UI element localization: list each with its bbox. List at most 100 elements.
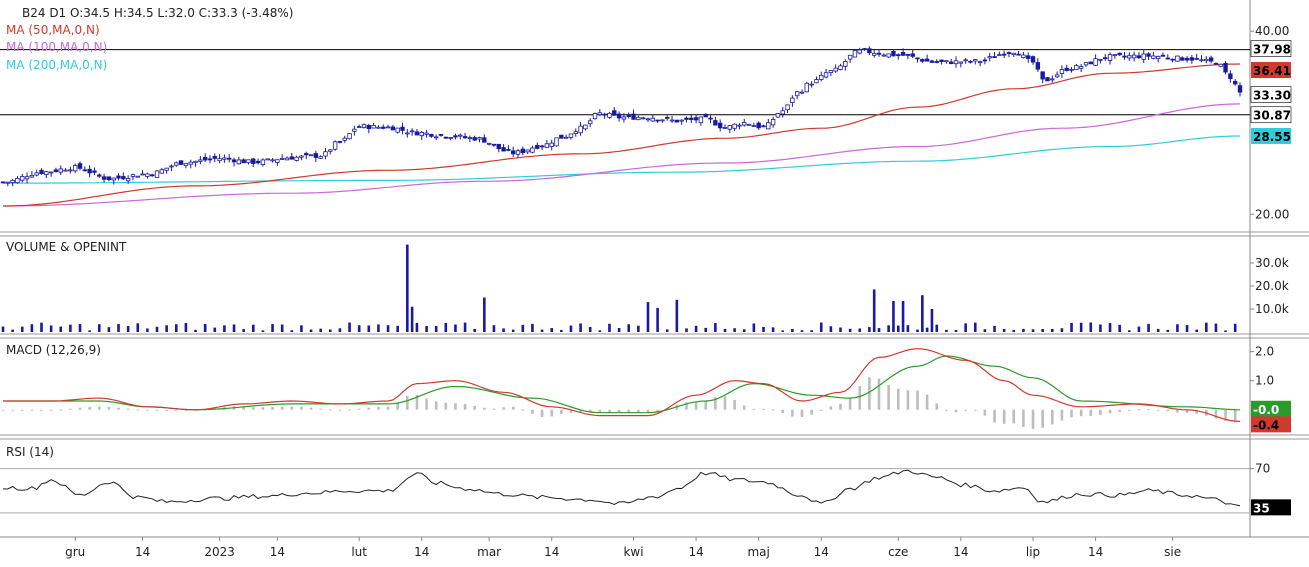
candle-body	[963, 59, 968, 62]
macd-badge: -0.4	[1253, 418, 1279, 432]
candle-body	[693, 117, 699, 121]
candle-body	[823, 72, 829, 78]
candle-body	[58, 168, 63, 173]
candle-body	[15, 177, 20, 184]
candle-body	[255, 160, 261, 164]
volume-bar	[271, 324, 274, 332]
price-badge-bg	[1250, 40, 1292, 57]
candle-body	[390, 126, 396, 131]
candle-body	[1237, 85, 1243, 93]
macd-histogram-bar	[1079, 409, 1083, 417]
macd-histogram-bar	[531, 409, 534, 414]
candle-body	[106, 176, 112, 181]
volume-bar	[858, 328, 862, 332]
volume-bar	[531, 323, 534, 332]
macd-histogram-bar	[251, 407, 255, 410]
volume-bar	[540, 329, 544, 332]
volume-bar	[704, 327, 708, 332]
x-tick-label: kwi	[623, 545, 643, 559]
x-tick-label: 14	[1088, 545, 1103, 559]
macd-histogram-bar	[1012, 409, 1016, 424]
price-badge: 33.30	[1253, 88, 1291, 102]
macd-histogram-bar	[11, 409, 14, 411]
candle-body	[448, 137, 453, 139]
candle-body	[183, 163, 189, 166]
candle-body	[698, 116, 704, 124]
candle-body	[1223, 62, 1228, 73]
candle-body	[631, 113, 636, 120]
macd-histogram-bar	[925, 394, 929, 410]
candle-body	[92, 170, 97, 173]
macd-histogram-bar	[174, 409, 178, 411]
candle-body	[453, 135, 458, 138]
candle-body	[973, 59, 978, 62]
volume-bar	[261, 330, 265, 332]
candle-body	[328, 149, 333, 152]
macd-histogram-bar	[242, 406, 245, 410]
volume-bar	[136, 323, 140, 332]
candle-body	[915, 57, 920, 60]
volume-bar	[1060, 328, 1064, 332]
candle-body	[1112, 54, 1118, 56]
candle-body	[251, 158, 256, 164]
x-tick-label: lip	[1026, 545, 1040, 559]
macd-histogram-bar	[839, 403, 842, 410]
candle-body	[178, 160, 184, 165]
candle-body	[742, 122, 747, 126]
price-badge: 28.55	[1253, 130, 1291, 144]
candle-body	[929, 60, 935, 63]
macd-histogram-bar	[1137, 409, 1141, 411]
candle-body	[939, 59, 944, 62]
macd-histogram-bar	[454, 403, 457, 410]
macd-histogram-bar	[280, 406, 284, 410]
volume-bar	[1, 326, 5, 332]
macd-histogram-bar	[1127, 409, 1131, 411]
candle-body	[814, 79, 819, 84]
volume-bar	[406, 244, 409, 332]
candle-body	[1074, 65, 1079, 70]
macd-histogram-bar	[916, 390, 919, 410]
candle-body	[597, 112, 603, 116]
macd-histogram-bar	[637, 409, 640, 413]
macd-histogram-bar	[781, 409, 785, 413]
macd-histogram-bar	[540, 409, 544, 418]
candle-body	[1088, 61, 1093, 65]
x-tick-label: gru	[65, 545, 85, 559]
candle-body	[1083, 62, 1089, 66]
candle-body	[876, 52, 882, 55]
candle-body	[891, 50, 896, 57]
price-badge-bg	[1250, 106, 1292, 124]
candle-body	[87, 168, 92, 174]
candle-body	[722, 127, 728, 129]
candle-body	[713, 120, 718, 126]
volume-bar	[1012, 330, 1016, 332]
macd-histogram-bar	[492, 408, 496, 410]
volume-bar	[1002, 328, 1006, 332]
macd-histogram-bar	[877, 378, 881, 410]
candle-body	[395, 127, 400, 133]
volume-bar	[752, 323, 756, 332]
candle-body	[640, 117, 646, 120]
candle-body	[313, 153, 319, 158]
x-tick-label: 14	[953, 545, 968, 559]
candle-body	[265, 158, 270, 161]
volume-bar	[410, 306, 414, 332]
volume-bar	[810, 330, 813, 332]
volume-bar	[1070, 322, 1073, 332]
volume-bar	[781, 330, 785, 332]
candle-body	[241, 159, 246, 164]
macd-histogram-bar	[550, 409, 554, 417]
macd-histogram-bar	[819, 409, 823, 411]
macd-signal-badge-bg	[1251, 400, 1291, 417]
macd-histogram-bar	[1, 409, 5, 411]
rsi-pane: 70 35	[0, 462, 1291, 515]
volume-bar	[1050, 328, 1054, 332]
candle-body	[332, 141, 338, 150]
rsi-badge: 35	[1253, 501, 1270, 515]
candle-body	[472, 137, 477, 141]
volume-bar	[184, 323, 188, 332]
volume-bar	[396, 325, 399, 332]
volume-bar	[733, 328, 736, 332]
candle-body	[583, 124, 588, 130]
macd-histogram-bar	[1118, 409, 1121, 412]
